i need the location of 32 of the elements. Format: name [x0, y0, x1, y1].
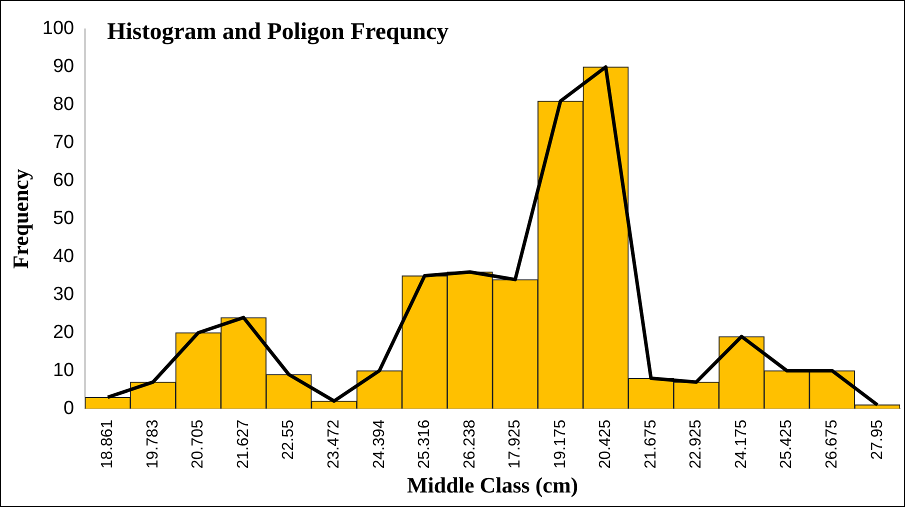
x-axis-title: Middle Class (cm) [407, 472, 578, 498]
y-tick-label: 90 [52, 56, 74, 78]
x-tick-label: 22.925 [688, 420, 705, 469]
y-tick-label: 40 [52, 246, 74, 268]
y-tick-label: 60 [52, 170, 74, 192]
x-tick-label: 19.175 [552, 420, 569, 469]
x-tick-label: 20.705 [190, 420, 207, 469]
y-tick-label: 70 [52, 132, 74, 154]
x-tick-label: 21.675 [642, 420, 660, 469]
y-tick-label: 0 [64, 398, 74, 419]
x-tick-label: 23.472 [326, 420, 343, 469]
y-tick-label: 100 [42, 18, 74, 40]
x-tick-label: 24.394 [370, 420, 388, 469]
x-tick-label: 19.783 [144, 420, 162, 469]
y-tick-label: 50 [52, 208, 74, 230]
x-tick-label: 26.675 [824, 420, 840, 469]
x-tick-label: 20.425 [597, 420, 614, 469]
y-tick-label: 80 [52, 94, 74, 116]
x-tick-label: 27.95 [868, 420, 886, 460]
x-tick-label: 25.425 [778, 420, 796, 469]
y-tick-label: 20 [52, 322, 74, 343]
x-tick-label: 25.316 [416, 420, 434, 469]
y-axis-title: Frequency [8, 168, 33, 269]
x-tick-label: 17.925 [506, 420, 524, 469]
x-tick-label: 21.627 [234, 420, 252, 469]
x-tick-label: 24.175 [732, 420, 750, 469]
chart-title: Histogram and Poligon Frequncy [107, 19, 449, 46]
x-tick-label: 22.55 [280, 420, 298, 460]
y-tick-label: 30 [52, 284, 74, 305]
x-tick-label: 18.861 [99, 420, 116, 469]
x-tick-label: 26.238 [461, 420, 478, 469]
y-tick-label: 10 [52, 360, 74, 381]
